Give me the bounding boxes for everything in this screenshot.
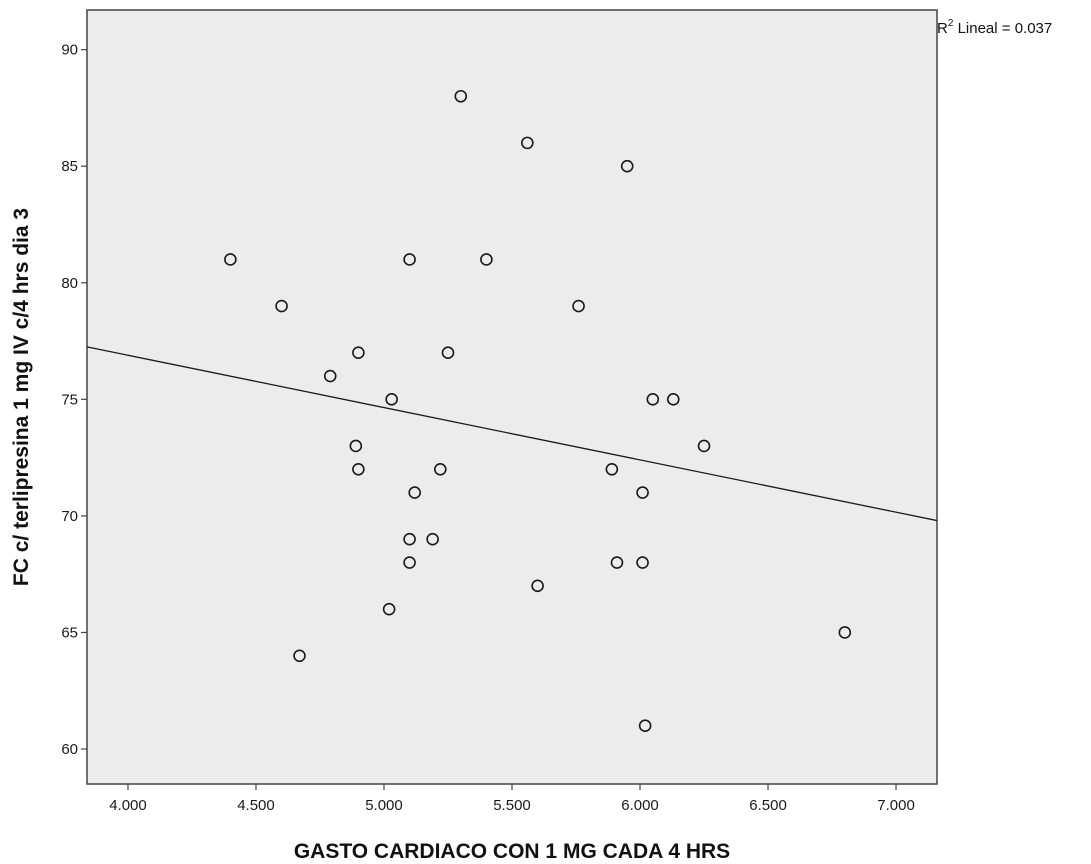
data-point — [441, 346, 455, 360]
y-tick-label: 85 — [61, 158, 78, 175]
y-tick-label: 75 — [61, 391, 78, 408]
x-tick-label: 5.000 — [365, 797, 403, 814]
fit-line-layer — [86, 346, 938, 522]
data-point — [666, 393, 680, 406]
r-squared-annotation: R2 Lineal = 0.037 — [937, 18, 1052, 37]
data-point — [275, 299, 288, 313]
y-axis: 60 65 70 75 80 85 90 — [61, 42, 87, 758]
y-tick-label: 60 — [61, 741, 78, 758]
x-axis-title: GASTO CARDIACO CON 1 MG CADA 4 HRS — [294, 840, 730, 863]
r2-suffix: Lineal = 0.037 — [953, 20, 1052, 37]
y-tick-label: 70 — [61, 508, 78, 525]
linear-fit-line — [86, 346, 938, 522]
data-point — [382, 602, 396, 616]
data-point — [620, 159, 634, 173]
x-tick-label: 7.000 — [877, 797, 915, 814]
data-point — [572, 299, 585, 313]
data-point — [426, 532, 439, 546]
plot-area — [86, 9, 938, 785]
data-point — [403, 556, 416, 569]
data-point — [531, 579, 544, 593]
data-point — [349, 439, 363, 453]
data-point — [838, 626, 852, 639]
data-point — [408, 486, 422, 499]
x-tick-label: 4.000 — [109, 797, 147, 814]
data-point — [434, 462, 447, 476]
x-axis: 4.000 4.500 5.000 5.500 6.000 6.500 7.000 — [109, 784, 915, 814]
data-point — [385, 393, 398, 406]
data-point — [454, 89, 468, 103]
data-point — [605, 462, 619, 476]
data-point — [352, 346, 365, 360]
x-tick-label: 6.500 — [749, 797, 787, 814]
x-tick-label: 4.500 — [237, 797, 275, 814]
data-point — [636, 556, 649, 569]
data-point — [403, 532, 416, 546]
data-point — [224, 253, 237, 266]
data-point — [480, 253, 493, 266]
data-point — [323, 369, 337, 383]
data-point — [293, 649, 306, 663]
y-tick-label: 65 — [61, 624, 78, 641]
data-point — [521, 136, 534, 150]
y-axis-title: FC c/ terlipresina 1 mg IV c/4 hrs dia 3 — [10, 208, 33, 586]
y-tick-label: 90 — [61, 42, 78, 59]
data-point — [638, 719, 652, 733]
x-tick-label: 6.000 — [621, 797, 659, 814]
data-point — [646, 393, 660, 406]
r2-prefix: R — [937, 20, 948, 37]
data-point — [636, 486, 649, 499]
data-point — [352, 462, 365, 476]
data-point — [697, 439, 711, 453]
r2-superscript: 2 — [948, 18, 954, 29]
data-points — [224, 89, 852, 733]
x-tick-label: 5.500 — [493, 797, 531, 814]
y-tick-label: 80 — [61, 275, 78, 292]
data-point — [610, 556, 624, 569]
data-point — [403, 253, 416, 266]
